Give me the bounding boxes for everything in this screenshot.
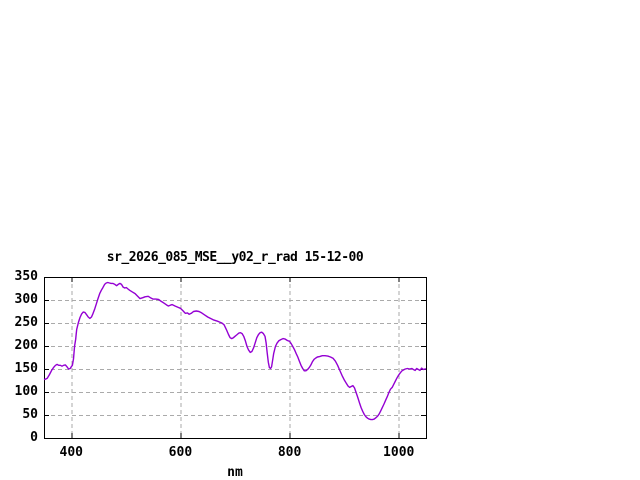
y-tick-label: 50 bbox=[22, 407, 38, 422]
y-tick-label: 100 bbox=[14, 384, 38, 399]
plot-border bbox=[44, 277, 427, 439]
y-tick-label: 300 bbox=[14, 292, 38, 307]
x-tick-label: 400 bbox=[59, 445, 84, 460]
y-tick-label: 0 bbox=[30, 430, 38, 445]
x-tick-label: 1000 bbox=[383, 445, 415, 460]
y-tick-label: 150 bbox=[14, 361, 38, 376]
x-axis-title: nm bbox=[227, 465, 243, 480]
chart-title: sr_2026_085_MSE__y02_r_rad 15-12-00 bbox=[106, 250, 364, 265]
spectrum-curve bbox=[43, 281, 426, 421]
y-tick-label: 250 bbox=[14, 315, 38, 330]
y-tick-label: 350 bbox=[14, 269, 38, 284]
y-tick-label: 200 bbox=[14, 338, 38, 353]
x-tick-label: 800 bbox=[277, 445, 302, 460]
x-tick-label: 600 bbox=[168, 445, 193, 460]
